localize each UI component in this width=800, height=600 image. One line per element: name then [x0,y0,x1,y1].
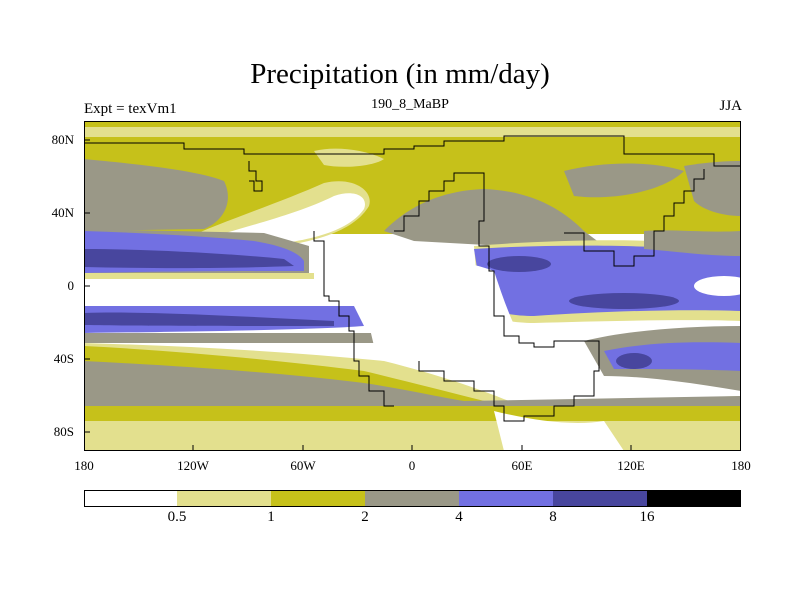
lat-label-80s: 80S [53,424,74,439]
lon-label-60w: 60W [290,458,316,473]
lat-label-0: 0 [67,278,75,293]
southern-storm-track-grey [84,361,741,406]
season-label: JJA [719,98,742,114]
colorbar-box-4 [459,490,553,507]
equatorial-dry-band [84,279,354,306]
lon-label-180e: 180 [731,458,751,473]
colorbar-frame [84,490,741,507]
west-pacific-grey [644,230,741,256]
lat-label-40s: 40S [53,351,74,366]
colorbar-label-4: 4 [455,509,463,525]
siberia-grey-patch [564,163,684,198]
colorbar-box-6 [647,490,741,507]
greenland-outline [248,161,263,192]
colorbar-box-5 [553,490,647,507]
lon-label-60e: 60E [511,458,533,473]
lon-label-120e: 120E [617,458,645,473]
central-pacific-dry [694,276,741,296]
colorbar-label-0.5: 0.5 [167,509,187,525]
itcz-west-dark [84,249,294,269]
bay-of-bengal-dark [487,256,551,272]
colorbar-label-8: 8 [549,509,557,525]
colorbar-box-3 [365,490,459,507]
lon-label-120w: 120W [177,458,209,473]
precipitation-map [84,121,741,451]
old-world-coastline [394,172,600,422]
axis-ticks [84,139,632,451]
lat-label-40n: 40N [51,205,74,220]
lon-label-0: 0 [408,458,416,473]
southern-indian-dark [616,353,652,369]
asia-grey-patch [384,189,604,246]
southern-subtropical-dry [354,258,574,431]
colorbar-box-0 [84,490,177,507]
itcz-west-edge [84,273,314,281]
arctic-coastline [84,135,741,167]
experiment-label: Expt = texVm1 [84,101,177,117]
map-title: Precipitation (in mm/day) [250,58,550,90]
lon-label-180w: 180 [74,458,94,473]
colorbar-label-16: 16 [639,509,655,525]
asia-coastline [564,169,705,267]
south-pacific-dark [84,312,334,326]
colorbar-label-2: 2 [361,509,369,525]
colorbar-label-1: 1 [267,509,275,525]
colorbar-box-1 [177,490,271,507]
lat-label-80n: 80N [51,132,74,147]
south-pacific-grey-edge [84,333,384,343]
antarctic-dry-patch [494,411,624,451]
americas-coastline [313,231,394,407]
colorbar-box-2 [271,490,365,507]
colorbar [84,490,741,507]
north-pacific-west-grey [684,161,741,216]
north-light-patch [314,148,384,167]
period-label: 190_8_MaBP [371,97,449,112]
arctic-light-band [84,127,741,137]
north-pacific-storm-track [84,159,228,231]
equatorial-indian-dark [569,293,679,309]
coastlines [84,135,741,422]
